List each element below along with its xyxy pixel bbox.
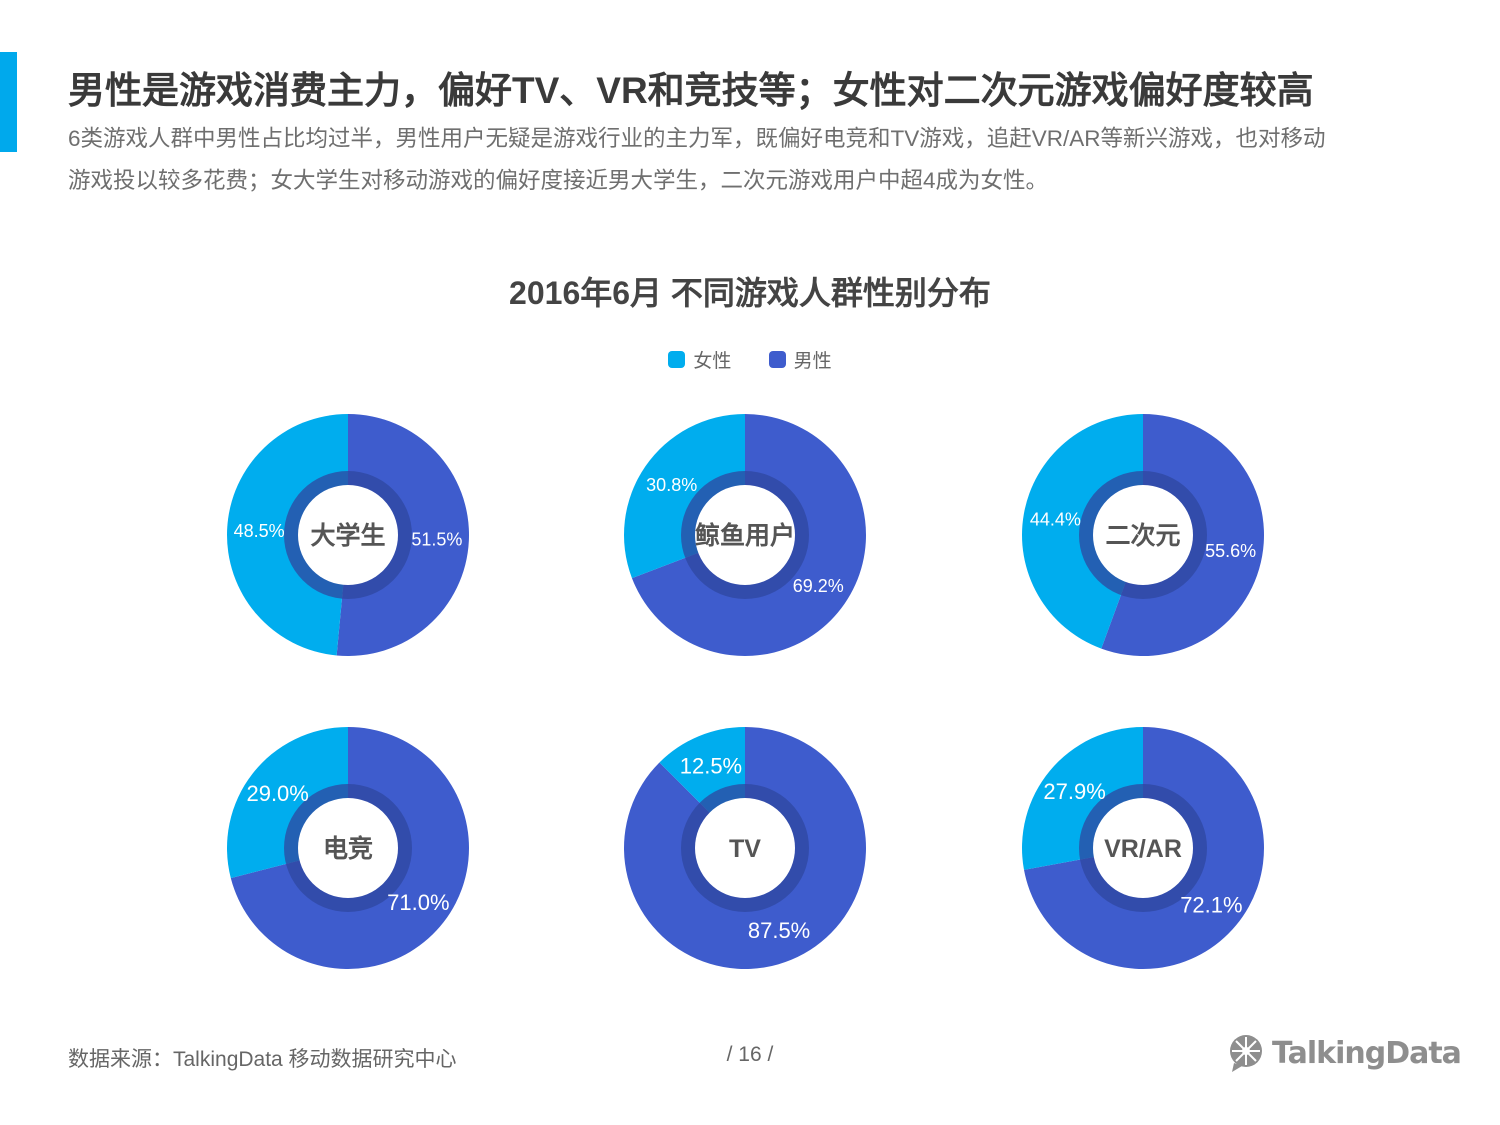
donut-1: 大学生 51.5% 48.5% — [227, 414, 470, 656]
data-label-male: 55.6% — [1205, 541, 1256, 561]
donut-hole — [1093, 798, 1193, 898]
donut-center-label: VR/AR — [1104, 835, 1182, 863]
page-description: 6类游戏人群中男性占比均过半，男性用户无疑是游戏行业的主力军，既偏好电竞和TV游… — [68, 126, 1326, 193]
logo-text: TalkingData — [1272, 1035, 1462, 1071]
donut-2: 鲸鱼用户 69.2% 30.8% — [624, 413, 867, 657]
data-label-male: 69.2% — [793, 576, 844, 596]
data-label-female: 44.4% — [1030, 510, 1081, 530]
donut-hole — [695, 798, 795, 898]
donut-center-label: 二次元 — [1105, 522, 1180, 550]
data-label-male: 87.5% — [748, 918, 810, 943]
donut-hole — [1093, 485, 1193, 585]
page-number: / 16 / — [726, 1043, 774, 1066]
data-label-female: 48.5% — [234, 521, 285, 541]
talkingdata-logo: TalkingData — [1228, 1030, 1462, 1076]
donut-center-label: TV — [729, 835, 761, 863]
donut-6: VR/AR 72.1% 27.9% — [1022, 727, 1264, 969]
donut-hole — [298, 798, 398, 898]
data-label-female: 12.5% — [680, 753, 742, 778]
donut-4: 电竞 71.0% 29.0% — [226, 726, 469, 969]
accent-bar — [0, 52, 17, 152]
data-label-female: 30.8% — [646, 475, 697, 495]
data-label-male: 72.1% — [1180, 893, 1242, 918]
data-label-male: 71.0% — [387, 890, 449, 915]
data-label-female: 27.9% — [1043, 779, 1105, 804]
donut-center-label: 电竞 — [323, 834, 373, 863]
donut-3: 二次元 55.6% 44.4% — [1021, 414, 1264, 656]
donut-center-label: 大学生 — [310, 521, 385, 550]
donut-hole — [298, 485, 398, 585]
data-label-male: 51.5% — [411, 529, 462, 549]
legend-label-female: 女性 — [693, 351, 732, 372]
data-source: 数据来源：TalkingData 移动数据研究中心 — [68, 1048, 457, 1071]
page-headline: 男性是游戏消费主力，偏好TV、VR和竞技等；女性对二次元游戏偏好度较高 — [68, 70, 1314, 111]
legend-swatch-female — [668, 351, 686, 368]
chart-title: 2016年6月 不同游戏人群性别分布 — [509, 275, 991, 311]
legend-label-male: 男性 — [793, 351, 832, 372]
legend-item-female[interactable]: 女性 — [668, 346, 731, 373]
legend-swatch-male — [768, 351, 786, 368]
chart-legend: 女性 男性 — [0, 346, 1500, 374]
data-label-female: 29.0% — [246, 781, 308, 806]
donut-center-label: 鲸鱼用户 — [695, 521, 795, 550]
donut-5: TV 87.5% 12.5% — [624, 726, 866, 969]
legend-item-male[interactable]: 男性 — [768, 346, 832, 373]
logo-burst-icon — [1230, 1035, 1262, 1072]
donut-hole — [695, 485, 795, 585]
